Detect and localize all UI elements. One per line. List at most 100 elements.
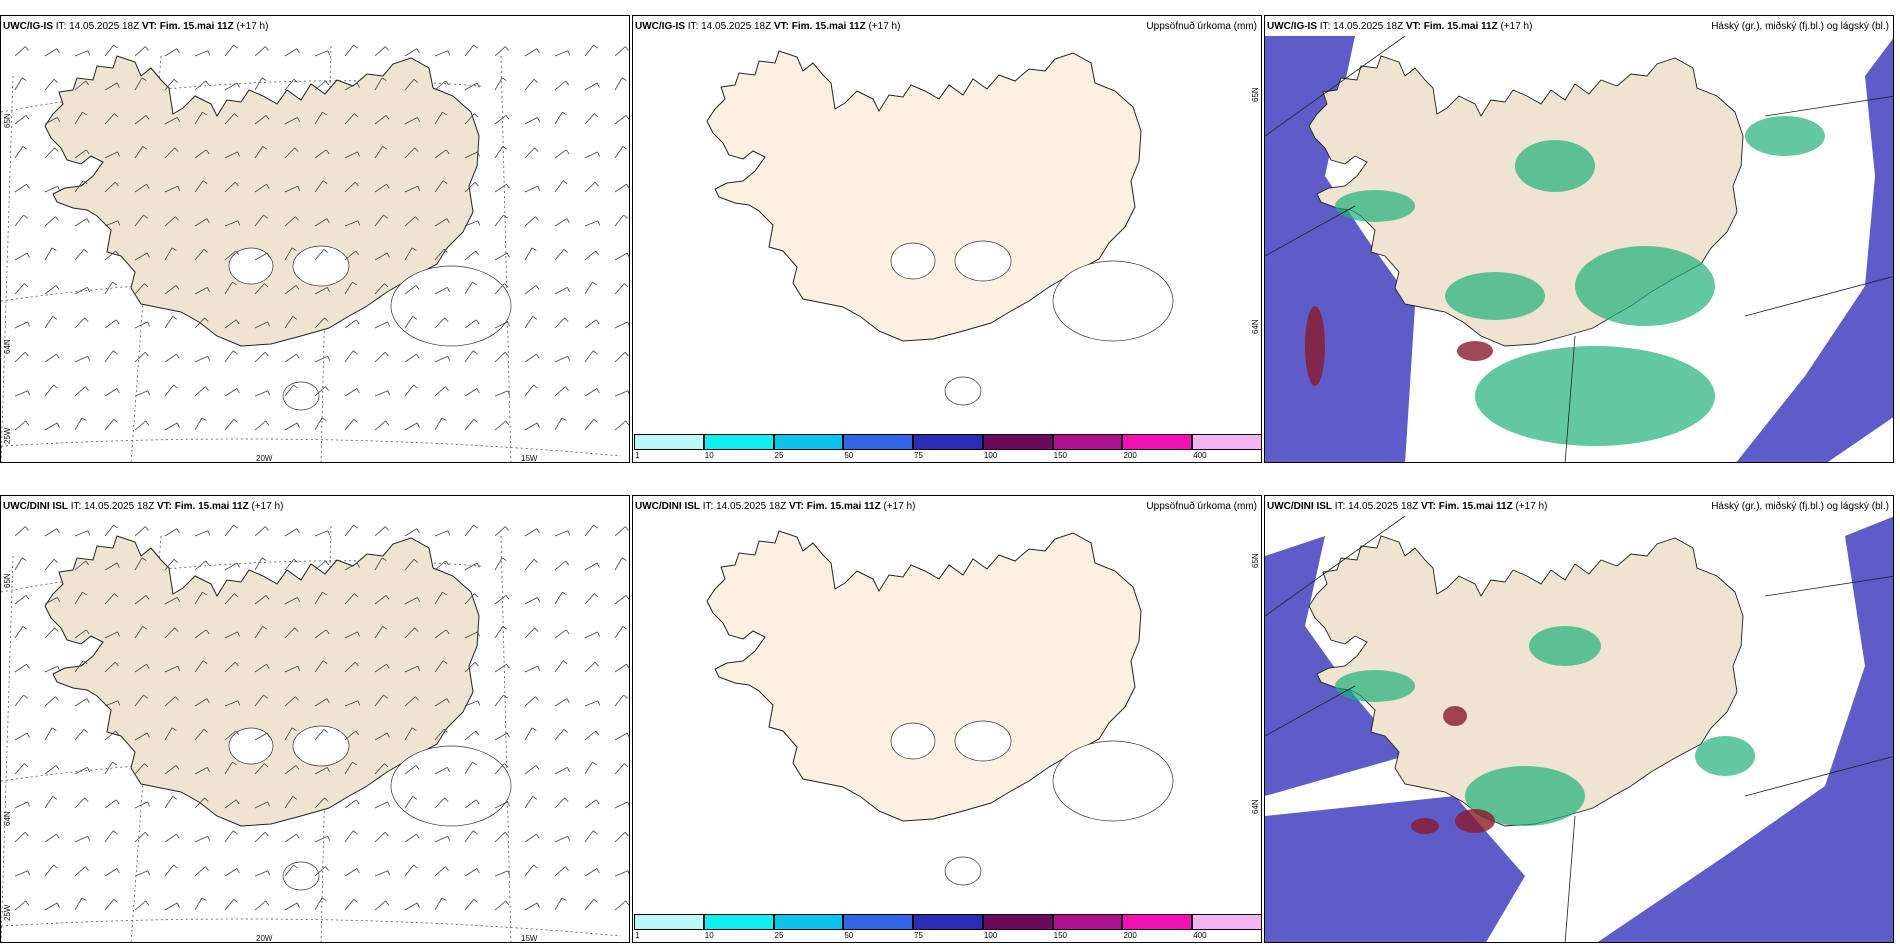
wind-barb-flag: [24, 352, 29, 357]
wind-barb: [464, 113, 475, 125]
wind-barb: [164, 79, 175, 91]
wind-barb: [254, 77, 263, 91]
wind-barb-flag: [203, 729, 208, 733]
wind-barb-flag: [385, 595, 390, 600]
iceland-land: [44, 55, 480, 347]
glacier: [292, 725, 350, 767]
wind-barb: [614, 352, 626, 363]
wind-barb: [344, 113, 355, 125]
wind-barb-flag: [85, 80, 90, 86]
wind-barb: [554, 287, 568, 295]
wind-barb: [224, 593, 235, 605]
wind-barb: [104, 899, 115, 911]
wind-barb-flag: [83, 249, 88, 253]
wind-barb-flag: [506, 252, 510, 258]
wind-barb-flag: [533, 559, 538, 563]
wind-barb-flag: [536, 902, 540, 908]
wind-barb-flag: [26, 732, 30, 738]
wind-barb: [404, 117, 418, 125]
wind-barb: [584, 388, 598, 397]
wind-barb: [254, 801, 268, 809]
wind-barb: [74, 287, 88, 295]
wind-barb: [14, 115, 27, 125]
wind-barb: [284, 727, 293, 741]
wind-barb-flag: [176, 528, 180, 534]
wind-barb: [404, 727, 413, 741]
wind-barb: [104, 113, 115, 125]
wind-barb: [584, 419, 595, 431]
wind-barb-flag: [567, 530, 571, 536]
wind-barb-flag: [25, 900, 30, 906]
wind-barb: [134, 390, 149, 397]
wind-barb: [344, 350, 354, 363]
wind-barb-flag: [502, 146, 508, 150]
wind-barb: [434, 317, 445, 329]
wind-barb-flag: [412, 796, 418, 800]
wind-barb: [104, 419, 115, 431]
wind-barb: [464, 151, 478, 159]
wind-barb: [404, 597, 418, 605]
wind-barb-flag: [201, 417, 207, 421]
lon-label-20w: 20W: [256, 454, 273, 463]
wind-barb: [344, 700, 359, 707]
wind-barb-flag: [82, 111, 87, 116]
wind-barb-flag: [327, 50, 331, 56]
wind-barb-flag: [234, 182, 239, 187]
wind-barb: [464, 44, 474, 57]
wind-barb: [134, 115, 147, 125]
wind-barb: [554, 149, 567, 159]
wind-barb: [404, 696, 416, 707]
wind-barb-flag: [382, 626, 388, 630]
wind-barb: [584, 899, 595, 911]
wind-barb-flag: [595, 319, 600, 325]
wind-barb: [344, 899, 355, 911]
wind-barb: [434, 111, 443, 125]
wind-barb-flag: [626, 183, 629, 189]
wind-barb-flag: [202, 180, 208, 185]
mid-cloud-region: [1695, 736, 1755, 776]
wind-barb-flag: [145, 595, 150, 600]
wind-map-panel-bottom: UWC/DINI ISL IT: 14.05.2025 18Z VT: Fim.…: [0, 495, 630, 943]
wind-barb-flag: [596, 868, 600, 874]
wind-barb: [104, 700, 119, 707]
wind-barb-flag: [322, 180, 328, 185]
wind-barb-flag: [472, 761, 477, 766]
wind-barb-flag: [353, 524, 358, 529]
wind-barb: [104, 220, 119, 227]
lon-label-15w: 15W: [521, 454, 538, 463]
wind-barb-flag: [472, 350, 478, 355]
wind-barb-flag: [265, 46, 269, 51]
wind-barb: [74, 50, 89, 57]
wind-barb: [554, 530, 569, 537]
wind-barb: [524, 528, 538, 537]
wind-barb: [254, 183, 267, 193]
wind-barb: [134, 321, 148, 329]
wind-barb-flag: [84, 797, 89, 802]
wind-barb-flag: [383, 694, 388, 699]
wind-barb: [464, 388, 478, 397]
wind-barb: [464, 868, 478, 877]
wind-barb: [584, 524, 594, 537]
wind-barb: [14, 595, 27, 605]
wind-barb-flag: [596, 82, 600, 88]
wind-barb: [284, 247, 293, 261]
wind-barb: [404, 384, 414, 397]
wind-barb-flag: [323, 729, 328, 733]
wind-barb-flag: [595, 250, 600, 256]
colorbar-tick-label: 1: [635, 451, 640, 460]
wind-barb-flag: [85, 386, 89, 391]
wind-barb-flag: [504, 352, 509, 357]
glacier: [944, 856, 982, 886]
wind-barb: [254, 870, 269, 877]
wind-barb: [104, 730, 116, 741]
wind-barb: [524, 79, 535, 91]
wind-barb-flag: [142, 146, 148, 150]
wind-barb: [494, 526, 506, 537]
wind-barb: [14, 626, 24, 639]
wind-barb-flag: [567, 836, 571, 842]
colorbar-swatch: [1192, 914, 1261, 930]
wind-barb-flag: [23, 694, 28, 699]
wind-barb-flag: [113, 44, 118, 49]
wind-barb: [104, 151, 118, 159]
wind-barb: [344, 44, 354, 57]
